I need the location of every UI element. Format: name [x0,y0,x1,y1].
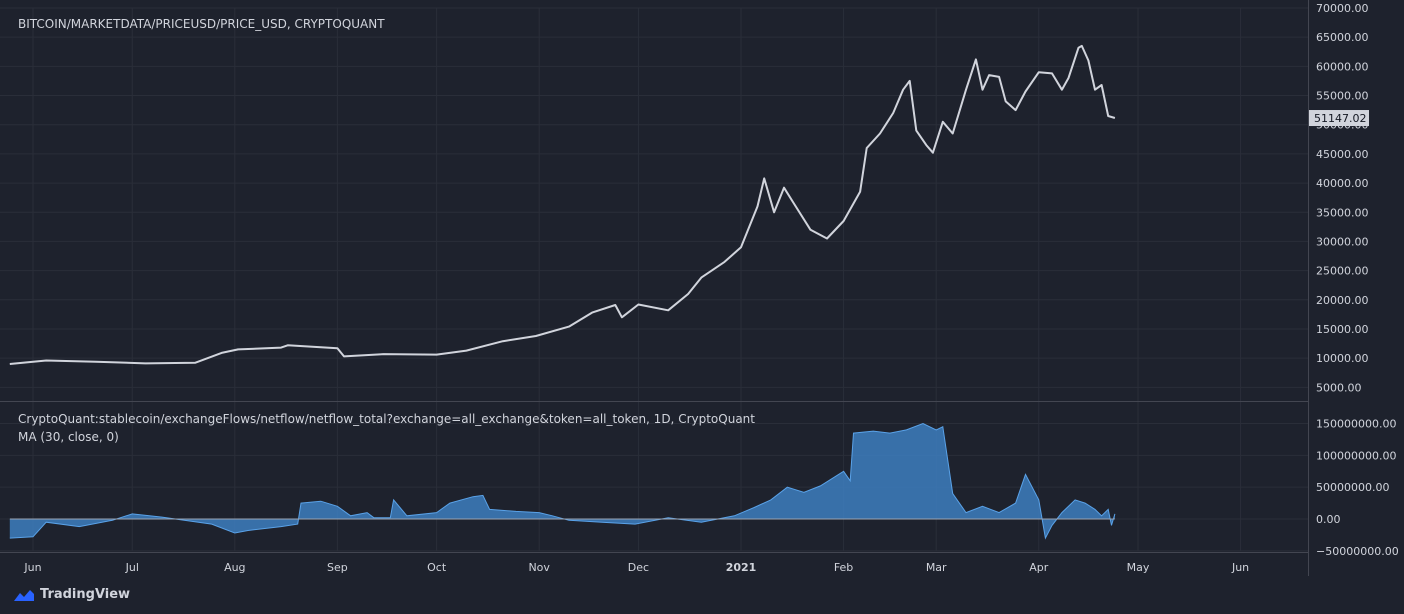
price-axis-tick-label: 70000.00 [1316,2,1369,15]
time-axis-tick-label: Jun [1231,561,1249,574]
price-axis-tick-label: 15000.00 [1316,323,1369,336]
time-axis-tick-label: Mar [926,561,947,574]
price-axis-tick-label: 5000.00 [1316,381,1362,394]
time-axis-tick-label: Aug [224,561,245,574]
netflow-axis-tick-label: 100000000.00 [1316,449,1396,462]
price-axis-tick-label: 55000.00 [1316,90,1369,103]
netflow-axis-tick-label: −50000000.00 [1316,545,1399,558]
time-axis-tick-label: Feb [834,561,853,574]
price-axis-tick-label: 35000.00 [1316,206,1369,219]
netflow-axis-tick-label: 0.00 [1316,513,1341,526]
price-axis-tick-label: 40000.00 [1316,177,1369,190]
time-axis-tick-label: Apr [1029,561,1049,574]
price-axis-tick-label: 45000.00 [1316,148,1369,161]
price-line [9,44,1116,365]
netflow-axis-tick-label: 150000000.00 [1316,418,1396,431]
time-axis-tick-label: 2021 [726,561,757,574]
tradingview-logo-icon [14,589,34,601]
netflow-axis-tick-label: 50000000.00 [1316,481,1389,494]
netflow-ma-label: MA (30, close, 0) [18,430,119,444]
time-axis-tick-label: Sep [327,561,348,574]
brand-name: TradingView [40,587,131,602]
last-price-label: 51147.02 [1314,112,1367,125]
netflow-area [9,423,1115,539]
last-price-badge [1309,110,1369,127]
time-axis-tick-label: Dec [628,561,649,574]
time-axis-tick-label: Jun [23,561,41,574]
price-pane-title: BITCOIN/MARKETDATA/PRICEUSD/PRICE_USD, C… [18,17,385,31]
price-axis-tick-label: 10000.00 [1316,352,1369,365]
time-axis-tick-label: Jul [125,561,139,574]
tradingview-brand[interactable]: TradingView [14,587,130,602]
price-axis-tick-label: 20000.00 [1316,294,1369,307]
netflow-pane-title: CryptoQuant:stablecoin/exchangeFlows/net… [18,412,755,426]
price-axis-tick-label: 65000.00 [1316,31,1369,44]
price-axis-tick-label: 30000.00 [1316,235,1369,248]
netflow-line [9,422,1116,540]
time-axis-tick-label: Oct [427,561,447,574]
price-axis-tick-label: 60000.00 [1316,60,1369,73]
price-axis-tick-label: 25000.00 [1316,265,1369,278]
time-axis-tick-label: Nov [528,561,550,574]
time-axis-tick-label: May [1127,561,1150,574]
